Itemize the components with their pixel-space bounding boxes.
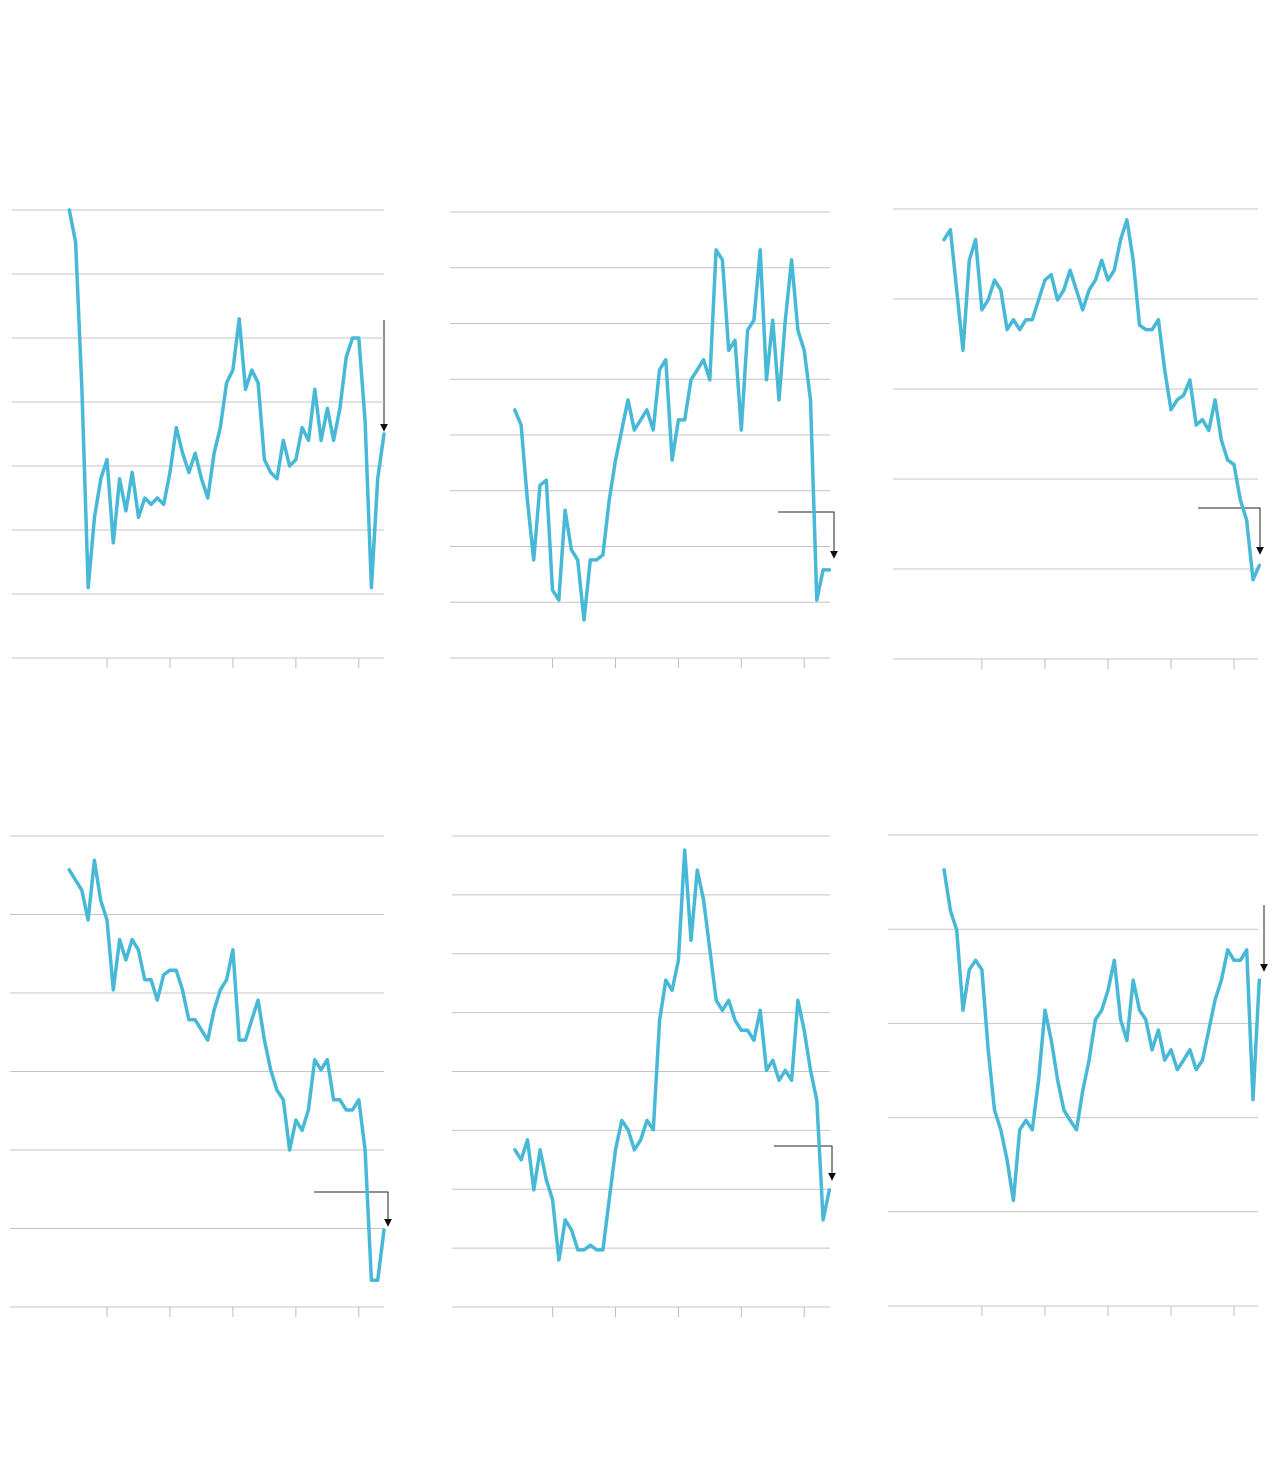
arrow	[778, 511, 838, 559]
line-series	[942, 218, 1262, 582]
annotation-arrows	[314, 320, 1268, 1227]
arrow	[774, 1145, 836, 1181]
line-chart	[10, 835, 386, 1317]
line-series	[67, 208, 386, 590]
line-series	[942, 868, 1262, 1203]
line-series	[513, 848, 832, 1262]
line-chart	[12, 208, 386, 668]
line-chart	[888, 834, 1262, 1316]
line-chart	[452, 835, 832, 1317]
line-series	[513, 248, 832, 622]
arrow	[1198, 507, 1264, 555]
line-chart	[893, 208, 1262, 669]
line-series	[67, 858, 386, 1283]
arrow	[314, 1191, 392, 1227]
line-chart	[450, 211, 832, 668]
